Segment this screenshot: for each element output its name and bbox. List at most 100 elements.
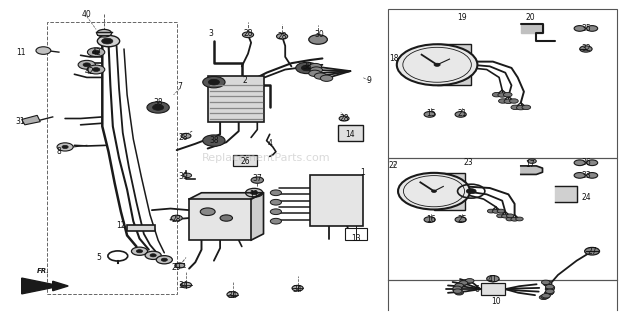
Circle shape — [464, 279, 472, 284]
Circle shape — [455, 283, 464, 288]
Circle shape — [587, 160, 598, 166]
Circle shape — [497, 209, 505, 213]
Circle shape — [587, 26, 598, 31]
Polygon shape — [521, 24, 542, 33]
Circle shape — [510, 99, 518, 103]
Text: 34: 34 — [228, 291, 237, 300]
Text: 32: 32 — [581, 45, 591, 53]
Circle shape — [511, 105, 520, 110]
Bar — [232, 155, 257, 166]
Text: 10: 10 — [491, 297, 501, 306]
Text: 42: 42 — [85, 67, 95, 76]
Circle shape — [175, 263, 185, 268]
Text: 35: 35 — [581, 24, 591, 33]
Circle shape — [36, 47, 51, 54]
Circle shape — [181, 133, 191, 138]
Circle shape — [57, 143, 73, 151]
Circle shape — [251, 177, 264, 183]
Circle shape — [507, 214, 514, 218]
Circle shape — [397, 44, 477, 85]
Circle shape — [506, 217, 513, 221]
Circle shape — [87, 65, 105, 74]
Bar — [46, 22, 177, 294]
Circle shape — [296, 62, 318, 74]
Bar — [338, 125, 363, 141]
Circle shape — [242, 32, 254, 38]
Text: 20: 20 — [525, 13, 535, 22]
Circle shape — [516, 217, 523, 221]
Text: 42: 42 — [91, 48, 101, 57]
Circle shape — [250, 191, 258, 195]
Circle shape — [453, 288, 461, 292]
Text: 31: 31 — [16, 117, 25, 126]
Circle shape — [161, 258, 167, 261]
Text: 36: 36 — [581, 158, 591, 167]
Text: 5: 5 — [97, 253, 102, 262]
Circle shape — [466, 189, 476, 194]
Circle shape — [546, 289, 554, 294]
Text: 13: 13 — [352, 234, 361, 243]
Circle shape — [292, 285, 303, 291]
Text: ReplacementParts.com: ReplacementParts.com — [202, 153, 331, 163]
Circle shape — [546, 290, 554, 295]
Circle shape — [246, 188, 263, 197]
Circle shape — [309, 35, 327, 44]
Circle shape — [434, 63, 440, 66]
Circle shape — [97, 35, 120, 47]
Text: 22: 22 — [389, 161, 399, 170]
Text: FR.: FR. — [37, 268, 50, 274]
Circle shape — [546, 285, 555, 290]
Circle shape — [511, 217, 518, 221]
Circle shape — [309, 64, 322, 70]
Bar — [437, 44, 471, 85]
Circle shape — [498, 93, 507, 97]
Bar — [480, 283, 505, 295]
Circle shape — [314, 73, 327, 79]
Text: 33: 33 — [581, 171, 591, 180]
Circle shape — [321, 75, 333, 81]
Circle shape — [150, 254, 156, 257]
Circle shape — [424, 217, 435, 222]
Text: 29: 29 — [172, 263, 182, 271]
Circle shape — [62, 145, 68, 149]
Text: 12: 12 — [116, 222, 126, 230]
Circle shape — [544, 291, 553, 295]
Text: 39: 39 — [178, 173, 188, 181]
Circle shape — [398, 173, 470, 210]
Circle shape — [492, 93, 501, 97]
Circle shape — [504, 99, 513, 104]
Circle shape — [455, 291, 464, 295]
Polygon shape — [555, 186, 577, 202]
Circle shape — [574, 26, 585, 31]
Circle shape — [574, 173, 585, 178]
Text: 17: 17 — [525, 160, 535, 169]
Text: 34: 34 — [293, 285, 303, 294]
Circle shape — [487, 209, 495, 213]
Text: 41: 41 — [488, 275, 498, 284]
Polygon shape — [22, 278, 68, 294]
Text: 11: 11 — [249, 190, 259, 199]
Circle shape — [78, 60, 95, 69]
Circle shape — [487, 276, 499, 282]
Circle shape — [102, 38, 113, 44]
Text: 2: 2 — [242, 76, 247, 85]
Bar — [208, 76, 264, 122]
Circle shape — [171, 215, 182, 221]
Text: 28: 28 — [172, 215, 182, 224]
Text: 26: 26 — [240, 157, 250, 166]
Circle shape — [131, 247, 148, 255]
Circle shape — [516, 106, 525, 110]
Text: 28: 28 — [243, 29, 253, 38]
Circle shape — [227, 292, 238, 297]
Circle shape — [339, 116, 349, 121]
Circle shape — [92, 50, 100, 54]
Polygon shape — [521, 166, 542, 174]
Circle shape — [455, 112, 466, 117]
Circle shape — [301, 65, 312, 71]
Bar — [388, 9, 617, 158]
Text: 21: 21 — [457, 109, 467, 118]
Polygon shape — [22, 115, 40, 125]
Circle shape — [270, 218, 281, 224]
Circle shape — [203, 135, 225, 146]
Text: 8: 8 — [56, 147, 61, 156]
